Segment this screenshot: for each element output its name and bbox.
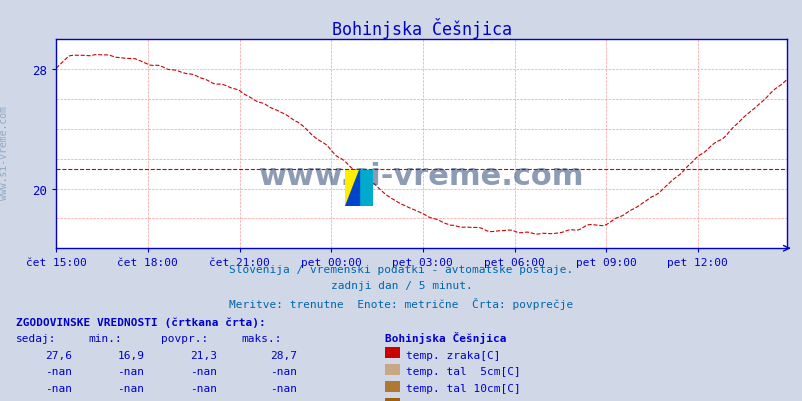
Text: -nan: -nan xyxy=(189,383,217,393)
Text: -nan: -nan xyxy=(269,400,297,401)
Text: -nan: -nan xyxy=(189,367,217,377)
Text: -nan: -nan xyxy=(269,367,297,377)
Text: zadnji dan / 5 minut.: zadnji dan / 5 minut. xyxy=(330,281,472,291)
Text: 27,6: 27,6 xyxy=(45,350,72,360)
Text: -nan: -nan xyxy=(45,367,72,377)
Text: povpr.:: povpr.: xyxy=(160,333,208,343)
Text: -nan: -nan xyxy=(117,383,144,393)
Text: -nan: -nan xyxy=(117,400,144,401)
Bar xyxy=(359,170,373,207)
Text: 21,3: 21,3 xyxy=(189,350,217,360)
Text: Slovenija / vremenski podatki - avtomatske postaje.: Slovenija / vremenski podatki - avtomats… xyxy=(229,265,573,275)
Text: -nan: -nan xyxy=(45,383,72,393)
Polygon shape xyxy=(345,170,359,207)
Text: temp. tal 20cm[C]: temp. tal 20cm[C] xyxy=(405,400,520,401)
Text: sedaj:: sedaj: xyxy=(16,333,56,343)
Text: Meritve: trenutne  Enote: metrične  Črta: povprečje: Meritve: trenutne Enote: metrične Črta: … xyxy=(229,297,573,309)
Text: min.:: min.: xyxy=(88,333,122,343)
Text: temp. tal 10cm[C]: temp. tal 10cm[C] xyxy=(405,383,520,393)
Bar xyxy=(345,170,359,207)
Text: Bohinjska Češnjica: Bohinjska Češnjica xyxy=(385,331,506,343)
Text: -nan: -nan xyxy=(269,383,297,393)
Text: -nan: -nan xyxy=(117,367,144,377)
Text: 16,9: 16,9 xyxy=(117,350,144,360)
Text: temp. tal  5cm[C]: temp. tal 5cm[C] xyxy=(405,367,520,377)
Text: -nan: -nan xyxy=(45,400,72,401)
Text: ZGODOVINSKE VREDNOSTI (črtkana črta):: ZGODOVINSKE VREDNOSTI (črtkana črta): xyxy=(16,316,265,327)
Text: temp. zraka[C]: temp. zraka[C] xyxy=(405,350,500,360)
Text: maks.:: maks.: xyxy=(241,333,281,343)
Text: www.si-vreme.com: www.si-vreme.com xyxy=(0,105,9,199)
Text: www.si-vreme.com: www.si-vreme.com xyxy=(258,161,584,190)
Title: Bohinjska Češnjica: Bohinjska Češnjica xyxy=(331,18,511,38)
Text: -nan: -nan xyxy=(189,400,217,401)
Text: 28,7: 28,7 xyxy=(269,350,297,360)
